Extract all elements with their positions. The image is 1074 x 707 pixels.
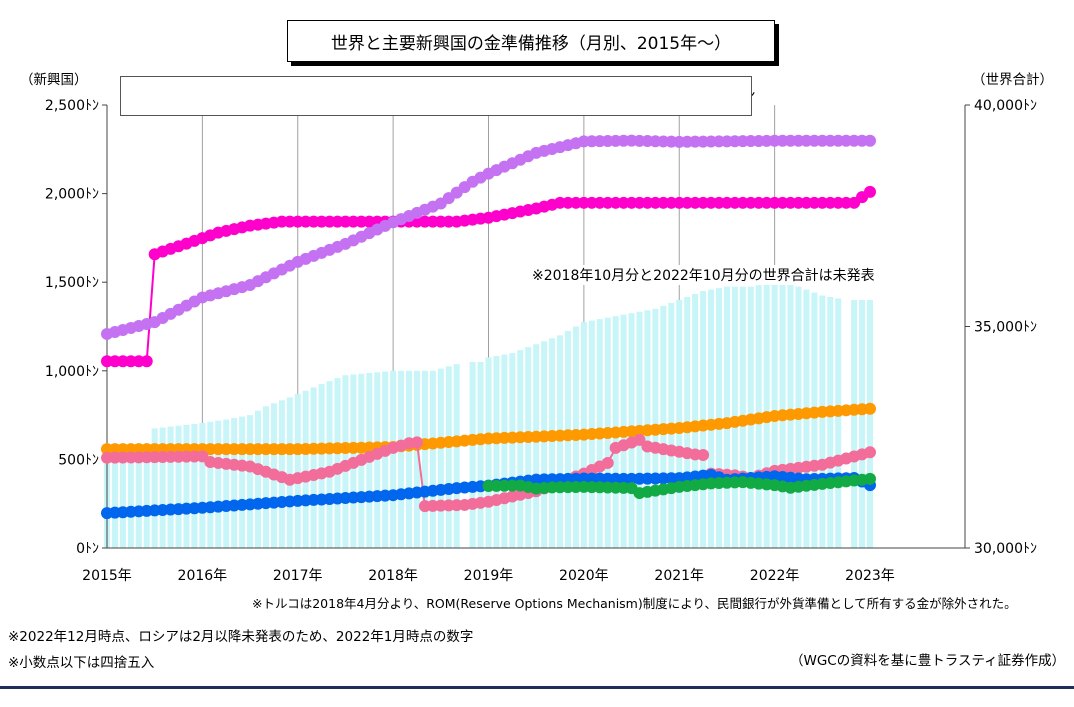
right-axis-title: （世界合計） bbox=[972, 72, 1053, 88]
russia-note: ※2022年12月時点、ロシアは2月以降未発表のため、2022年1月時点の数字 bbox=[8, 629, 474, 645]
right-tick-label: 35,000ﾄﾝ bbox=[974, 320, 1037, 336]
bar-world-17 bbox=[239, 416, 246, 548]
bar-world-28 bbox=[326, 381, 333, 548]
x-tick-label: 2016年 bbox=[178, 568, 228, 584]
bar-world-10 bbox=[183, 424, 190, 548]
point-ウズベキスタン-96 bbox=[864, 472, 876, 485]
point-インド-96 bbox=[864, 402, 876, 415]
chart-title: 世界と主要新興国の金準備推移（月別、2015年～） bbox=[287, 20, 775, 62]
bar-world-3 bbox=[127, 462, 134, 548]
x-tick-label: 2018年 bbox=[368, 568, 418, 584]
bar-world-27 bbox=[318, 384, 325, 548]
bar-world-91 bbox=[827, 296, 834, 548]
left-tick-label: 2,000ﾄﾝ bbox=[45, 187, 99, 203]
bar-world-16 bbox=[231, 418, 238, 548]
bar-world-8 bbox=[167, 426, 174, 548]
bar-world-34 bbox=[374, 372, 381, 548]
point-トルコ-67 bbox=[633, 433, 646, 446]
bar-world-41 bbox=[429, 370, 436, 548]
point-中国-5 bbox=[140, 355, 153, 368]
missing-data-annotation: ※2018年10月分と2022年10月分の世界合計は未発表 bbox=[528, 265, 879, 285]
bar-world-54 bbox=[533, 344, 540, 548]
bar-world-35 bbox=[382, 371, 389, 548]
country-lines bbox=[101, 134, 876, 520]
bar-world-57 bbox=[557, 335, 564, 548]
tick-labels: 0ﾄﾝ 500ﾄﾝ 1,000ﾄﾝ 1,500ﾄﾝ 2,000ﾄﾝ 2,500ﾄﾝ 30,0… bbox=[45, 98, 1037, 584]
bar-world-19 bbox=[254, 410, 262, 548]
right-tick-label: 30,000ﾄﾝ bbox=[974, 541, 1037, 557]
axes bbox=[102, 104, 970, 549]
bar-world-2 bbox=[119, 462, 126, 548]
footer-rule bbox=[0, 686, 1074, 689]
bar-world-56 bbox=[549, 338, 556, 548]
point-ロシア-96 bbox=[864, 134, 876, 147]
bar-world-53 bbox=[525, 347, 532, 548]
point-中国-96 bbox=[864, 185, 876, 198]
x-tick-label: 2015年 bbox=[82, 568, 132, 584]
point-トルコ-63 bbox=[601, 456, 614, 469]
x-tick-label: 2019年 bbox=[464, 568, 514, 584]
x-tick-label: 2017年 bbox=[273, 568, 323, 584]
bar-world-13 bbox=[207, 421, 214, 548]
bar-world-89 bbox=[811, 292, 818, 548]
bar-world-47 bbox=[477, 361, 484, 548]
legend bbox=[120, 76, 752, 116]
point-トルコ-75 bbox=[697, 448, 710, 461]
left-tick-label: 0ﾄﾝ bbox=[76, 541, 99, 557]
left-axis-title: （新興国） bbox=[20, 72, 88, 88]
bar-world-39 bbox=[413, 370, 420, 548]
bar-world-48 bbox=[485, 357, 492, 548]
bar-world-12 bbox=[199, 422, 206, 548]
point-トルコ-39 bbox=[410, 436, 423, 449]
x-tick-label: 2023年 bbox=[845, 568, 895, 584]
left-tick-label: 1,500ﾄﾝ bbox=[45, 275, 99, 291]
bar-world-46 bbox=[469, 361, 476, 548]
bar-world-95 bbox=[859, 299, 866, 548]
bar-world-44 bbox=[453, 364, 460, 548]
bar-world-92 bbox=[835, 298, 842, 548]
bar-world-11 bbox=[191, 423, 198, 548]
bar-world-75 bbox=[700, 291, 707, 548]
bar-world-26 bbox=[310, 387, 317, 548]
x-tick-label: 2020年 bbox=[559, 568, 609, 584]
bar-world-5 bbox=[143, 461, 150, 548]
bar-world-9 bbox=[175, 425, 182, 548]
bar-world-1 bbox=[111, 463, 118, 548]
bar-world-40 bbox=[421, 370, 428, 548]
rounding-note: ※小数点以下は四捨五入 bbox=[8, 655, 155, 671]
bar-world-42 bbox=[437, 368, 444, 548]
bar-world-49 bbox=[493, 356, 500, 548]
bar-world-37 bbox=[398, 370, 405, 548]
bar-world-25 bbox=[302, 390, 309, 548]
bar-world-7 bbox=[159, 427, 166, 548]
bar-world-14 bbox=[215, 420, 222, 548]
bar-world-52 bbox=[517, 350, 524, 548]
right-tick-label: 40,000ﾄﾝ bbox=[974, 98, 1037, 114]
turkey-note: ※トルコは2018年4月分より、ROM(Reserve Options Mech… bbox=[252, 596, 1017, 611]
bar-world-90 bbox=[819, 295, 826, 548]
left-tick-label: 500ﾄﾝ bbox=[58, 452, 99, 468]
x-tick-label: 2022年 bbox=[750, 568, 800, 584]
bar-world-36 bbox=[390, 370, 397, 548]
bar-world-55 bbox=[541, 341, 548, 548]
point-トルコ-96 bbox=[864, 446, 876, 459]
source-note: （WGCの資料を基に豊トラスティ証券作成） bbox=[790, 653, 1066, 669]
bar-world-4 bbox=[135, 462, 142, 548]
left-tick-label: 1,000ﾄﾝ bbox=[45, 364, 99, 380]
bar-world-18 bbox=[247, 415, 254, 548]
bar-world-96 bbox=[866, 299, 874, 548]
bar-world-15 bbox=[223, 419, 230, 548]
bar-world-43 bbox=[445, 366, 452, 548]
bar-world-24 bbox=[294, 394, 301, 548]
bar-world-23 bbox=[286, 397, 293, 548]
bar-world-94 bbox=[851, 299, 858, 548]
bar-world-51 bbox=[509, 353, 516, 548]
bar-world-38 bbox=[406, 370, 413, 548]
x-tick-label: 2021年 bbox=[654, 568, 704, 584]
bar-world-50 bbox=[501, 354, 508, 548]
bar-world-6 bbox=[151, 428, 158, 548]
left-tick-label: 2,500ﾄﾝ bbox=[45, 98, 99, 114]
